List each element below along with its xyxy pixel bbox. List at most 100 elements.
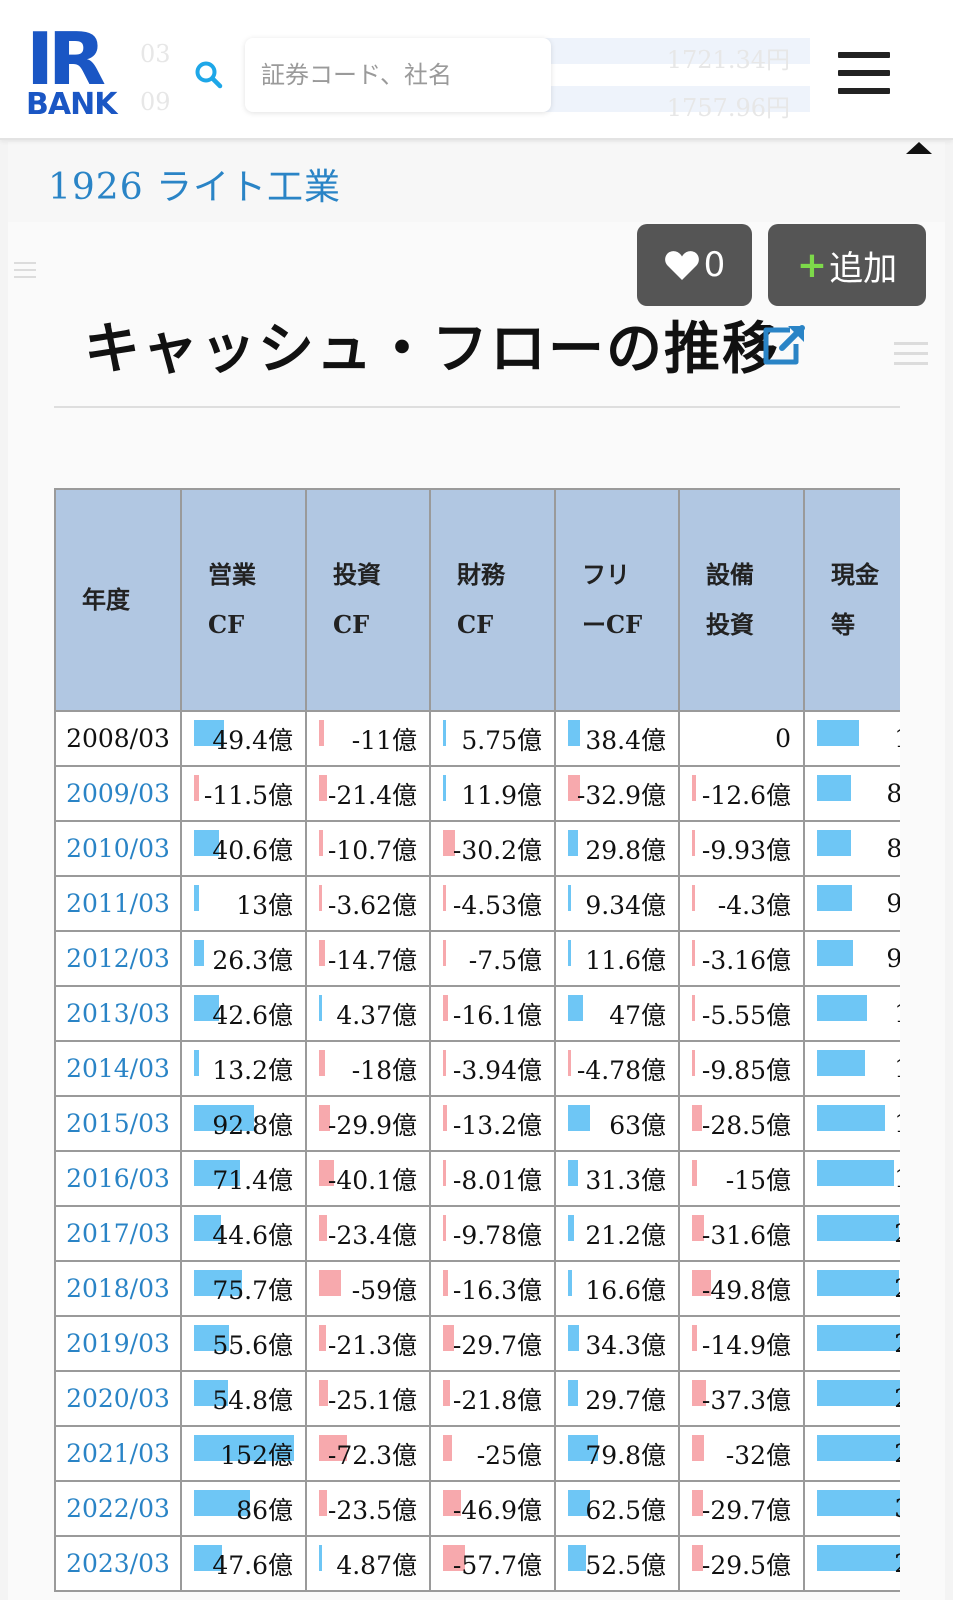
like-button[interactable]: 0 — [637, 224, 752, 306]
column-header-line: 等 — [831, 610, 855, 639]
positive-bar — [568, 1270, 572, 1296]
external-link-icon[interactable] — [760, 322, 808, 366]
negative-bar — [692, 1160, 697, 1186]
plus-icon: + — [796, 244, 828, 286]
column-header: 財務 CF — [429, 488, 556, 712]
positive-bar — [319, 995, 322, 1021]
cell-value: -23.5億 — [327, 1495, 417, 1525]
year-cell[interactable]: 2018/03 — [54, 1260, 182, 1317]
year-cell[interactable]: 2020/03 — [54, 1370, 182, 1427]
year-cell[interactable]: 2009/03 — [54, 765, 182, 822]
cell-value: 52.5億 — [585, 1550, 666, 1580]
irbank-logo[interactable]: IR BANK — [26, 23, 136, 122]
year-cell[interactable]: 2016/03 — [54, 1150, 182, 1207]
cell-value: -21.4億 — [327, 780, 417, 810]
column-header-line: 営業 — [208, 560, 256, 589]
value-cell: 0 — [678, 710, 805, 767]
year-cell[interactable]: 2015/03 — [54, 1095, 182, 1152]
value-cell: -21.8億 — [429, 1370, 556, 1427]
year-cell[interactable]: 2012/03 — [54, 930, 182, 987]
value-cell: -3.62億 — [305, 875, 431, 932]
negative-bar — [194, 775, 199, 801]
cell-value: 42.6億 — [212, 1000, 293, 1030]
cell-value: 47.6億 — [212, 1550, 293, 1580]
positive-bar — [568, 885, 571, 911]
value-cell: 38.4億 — [554, 710, 680, 767]
year-cell[interactable]: 2013/03 — [54, 985, 182, 1042]
cell-value: -14.7億 — [327, 945, 417, 975]
positive-bar — [194, 1215, 221, 1241]
negative-bar — [443, 1160, 446, 1186]
cell-value: -3.94億 — [452, 1055, 542, 1085]
year-cell[interactable]: 2017/03 — [54, 1205, 182, 1262]
year-cell[interactable]: 2019/03 — [54, 1315, 182, 1372]
value-cell: -40.1億 — [305, 1150, 431, 1207]
year-cell[interactable]: 2023/03 — [54, 1535, 182, 1592]
table-row: 2011/03 13億 -3.62億 -4.53億 9.34億 -4.3億 90.6 — [54, 875, 900, 932]
cell-value: 49.4億 — [212, 725, 293, 755]
year-cell[interactable]: 2014/03 — [54, 1040, 182, 1097]
negative-bar — [692, 1050, 695, 1076]
negative-bar — [319, 720, 324, 746]
drag-handle-icon — [894, 342, 928, 372]
scroll-top-icon[interactable] — [906, 142, 932, 154]
year-cell[interactable]: 2022/03 — [54, 1480, 182, 1537]
cell-value: 94.6 — [886, 944, 900, 973]
cell-value: -40.1億 — [327, 1165, 417, 1195]
table-row: 2014/03 13.2億 -18億 -3.94億 -4.78億 -9.85億 121 — [54, 1040, 900, 1097]
negative-bar — [319, 830, 323, 856]
search-input[interactable] — [245, 38, 551, 112]
value-cell: -21.4億 — [305, 765, 431, 822]
positive-bar — [443, 775, 446, 801]
value-cell: 71.4億 — [180, 1150, 307, 1207]
cashflow-table-container[interactable]: 年度 営業 CF 投資 CF 財務 CF フリ ーCF 設備 投資 現金等 2008/03 49.4億 -… — [54, 488, 900, 1600]
positive-bar — [817, 885, 852, 911]
hamburger-menu-icon[interactable] — [838, 52, 890, 98]
value-cell: -11.5億 — [180, 765, 307, 822]
positive-bar — [568, 1160, 578, 1186]
table-row: 2020/03 54.8億 -25.1億 -21.8億 29.7億 -37.3億 228 — [54, 1370, 900, 1427]
value-cell: -23.4億 — [305, 1205, 431, 1262]
positive-bar — [817, 940, 853, 966]
negative-bar — [443, 1490, 461, 1516]
cell-value: 228 — [894, 1384, 900, 1413]
company-title[interactable]: 1926 ライト工業 — [48, 167, 342, 208]
ghost-right-text: 1721.34円 — [666, 46, 790, 74]
negative-bar — [443, 1545, 465, 1571]
column-header: 設備 投資 — [678, 488, 805, 712]
value-cell: 9.34億 — [554, 875, 680, 932]
positive-bar — [568, 1325, 579, 1351]
year-cell[interactable]: 2010/03 — [54, 820, 182, 877]
negative-bar — [692, 885, 695, 911]
positive-bar — [194, 1105, 254, 1131]
cell-value: 296 — [894, 1549, 900, 1578]
cell-value: -32億 — [725, 1440, 791, 1470]
value-cell: 228 — [803, 1370, 900, 1427]
positive-bar — [568, 940, 571, 966]
cell-value: -12.6億 — [701, 780, 791, 810]
value-cell: 296 — [803, 1535, 900, 1592]
table-header-row: 年度 営業 CF 投資 CF 財務 CF フリ ーCF 設備 投資 現金等 — [54, 488, 900, 712]
search-icon[interactable] — [194, 60, 224, 90]
year-cell[interactable]: 2021/03 — [54, 1425, 182, 1482]
cell-value: -3.62億 — [327, 890, 417, 920]
positive-bar — [817, 1545, 900, 1571]
value-cell: 90.6 — [803, 875, 900, 932]
cell-value: 54.8億 — [212, 1385, 293, 1415]
logo-bank-text: BANK — [26, 87, 117, 122]
section-title: キャッシュ・フローの推移 — [84, 316, 780, 382]
cell-value: -11億 — [351, 725, 417, 755]
negative-bar — [319, 775, 327, 801]
year-cell[interactable]: 2011/03 — [54, 875, 182, 932]
positive-bar — [194, 940, 204, 966]
positive-bar — [817, 1435, 900, 1461]
cell-value: -72.3億 — [327, 1440, 417, 1470]
value-cell: -9.78億 — [429, 1205, 556, 1262]
value-cell: 152億 — [180, 1425, 307, 1482]
value-cell: -8.01億 — [429, 1150, 556, 1207]
cell-value: -10.7億 — [327, 835, 417, 865]
cell-value: 34.3億 — [585, 1330, 666, 1360]
add-button[interactable]: + 追加 — [768, 224, 926, 306]
column-header: 投資 CF — [305, 488, 431, 712]
negative-bar — [443, 1435, 452, 1461]
